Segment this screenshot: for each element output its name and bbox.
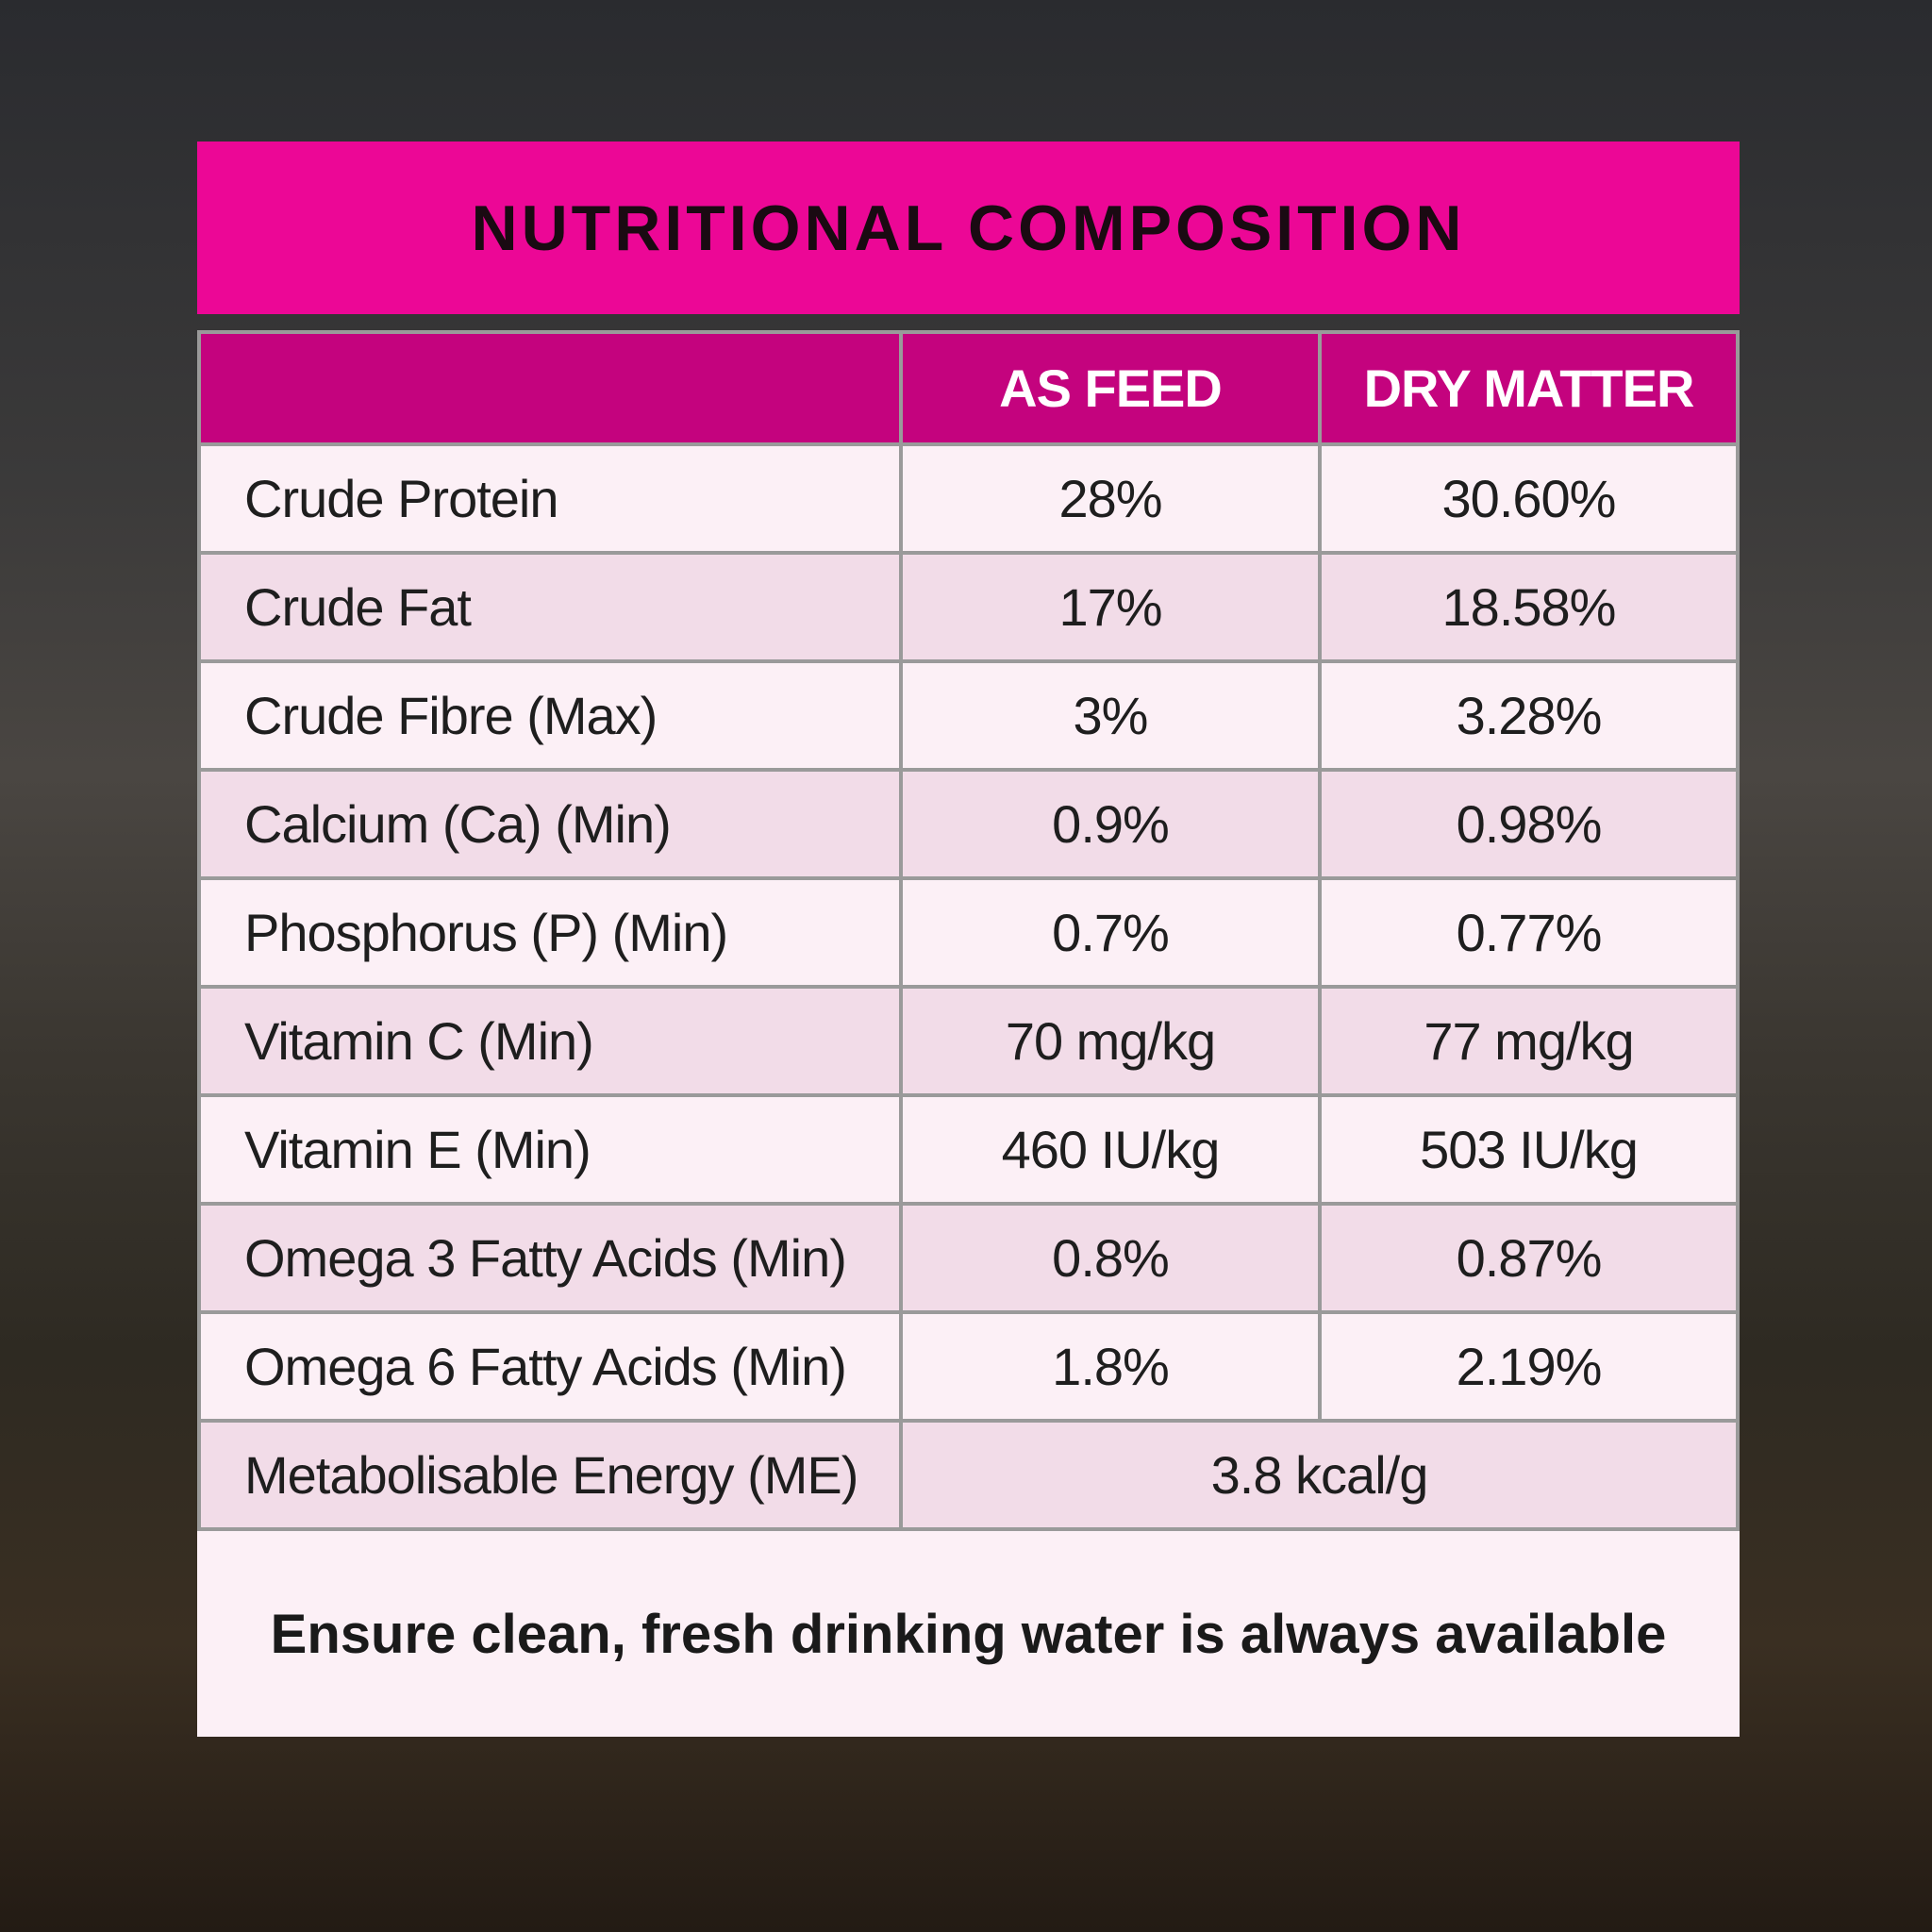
table-row: Phosphorus (P) (Min) 0.7% 0.77% xyxy=(197,876,1740,989)
cell-value: 503 IU/kg xyxy=(1318,1093,1740,1206)
row-label: Calcium (Ca) (Min) xyxy=(197,768,903,880)
cell-value: 0.77% xyxy=(1318,876,1740,989)
table-row: Metabolisable Energy (ME) 3.8 kcal/g xyxy=(197,1419,1740,1531)
cell-value: 0.8% xyxy=(899,1202,1322,1314)
cell-value: 3.8 kcal/g xyxy=(899,1419,1740,1531)
header-row: AS FEED DRY MATTER xyxy=(197,330,1740,446)
row-label: Omega 3 Fatty Acids (Min) xyxy=(197,1202,903,1314)
row-label: Metabolisable Energy (ME) xyxy=(197,1419,903,1531)
row-label: Crude Fat xyxy=(197,551,903,663)
table-row: Crude Protein 28% 30.60% xyxy=(197,442,1740,555)
table-row: Calcium (Ca) (Min) 0.9% 0.98% xyxy=(197,768,1740,880)
cell-value: 3% xyxy=(899,659,1322,772)
table-row: Vitamin C (Min) 70 mg/kg 77 mg/kg xyxy=(197,985,1740,1097)
corner-cell xyxy=(197,330,903,446)
column-header: AS FEED xyxy=(899,330,1322,446)
cell-value: 2.19% xyxy=(1318,1310,1740,1423)
cell-value: 460 IU/kg xyxy=(899,1093,1322,1206)
column-header: DRY MATTER xyxy=(1318,330,1740,446)
row-label: Phosphorus (P) (Min) xyxy=(197,876,903,989)
card: NUTRITIONAL COMPOSITION AS FEED DRY MATTE… xyxy=(197,142,1740,1737)
row-label: Vitamin E (Min) xyxy=(197,1093,903,1206)
cell-value: 70 mg/kg xyxy=(899,985,1322,1097)
cell-value: 30.60% xyxy=(1318,442,1740,555)
cell-value: 17% xyxy=(899,551,1322,663)
footer-note: Ensure clean, fresh drinking water is al… xyxy=(197,1531,1740,1737)
cell-value: 0.87% xyxy=(1318,1202,1740,1314)
cell-value: 28% xyxy=(899,442,1322,555)
cell-value: 0.98% xyxy=(1318,768,1740,880)
title-banner: NUTRITIONAL COMPOSITION xyxy=(197,142,1740,314)
cell-value: 18.58% xyxy=(1318,551,1740,663)
row-label: Crude Protein xyxy=(197,442,903,555)
table-row: Omega 6 Fatty Acids (Min) 1.8% 2.19% xyxy=(197,1310,1740,1423)
row-label: Vitamin C (Min) xyxy=(197,985,903,1097)
row-label: Crude Fibre (Max) xyxy=(197,659,903,772)
table-row: Crude Fat 17% 18.58% xyxy=(197,551,1740,663)
table-row: Omega 3 Fatty Acids (Min) 0.8% 0.87% xyxy=(197,1202,1740,1314)
cell-value: 1.8% xyxy=(899,1310,1322,1423)
cell-value: 3.28% xyxy=(1318,659,1740,772)
row-label: Omega 6 Fatty Acids (Min) xyxy=(197,1310,903,1423)
nutrition-table: AS FEED DRY MATTER Crude Protein 28% 30.60%… xyxy=(197,330,1740,1531)
cell-value: 0.7% xyxy=(899,876,1322,989)
table-row: Crude Fibre (Max) 3% 3.28% xyxy=(197,659,1740,772)
table-row: Vitamin E (Min) 460 IU/kg 503 IU/kg xyxy=(197,1093,1740,1206)
cell-value: 0.9% xyxy=(899,768,1322,880)
cell-value: 77 mg/kg xyxy=(1318,985,1740,1097)
